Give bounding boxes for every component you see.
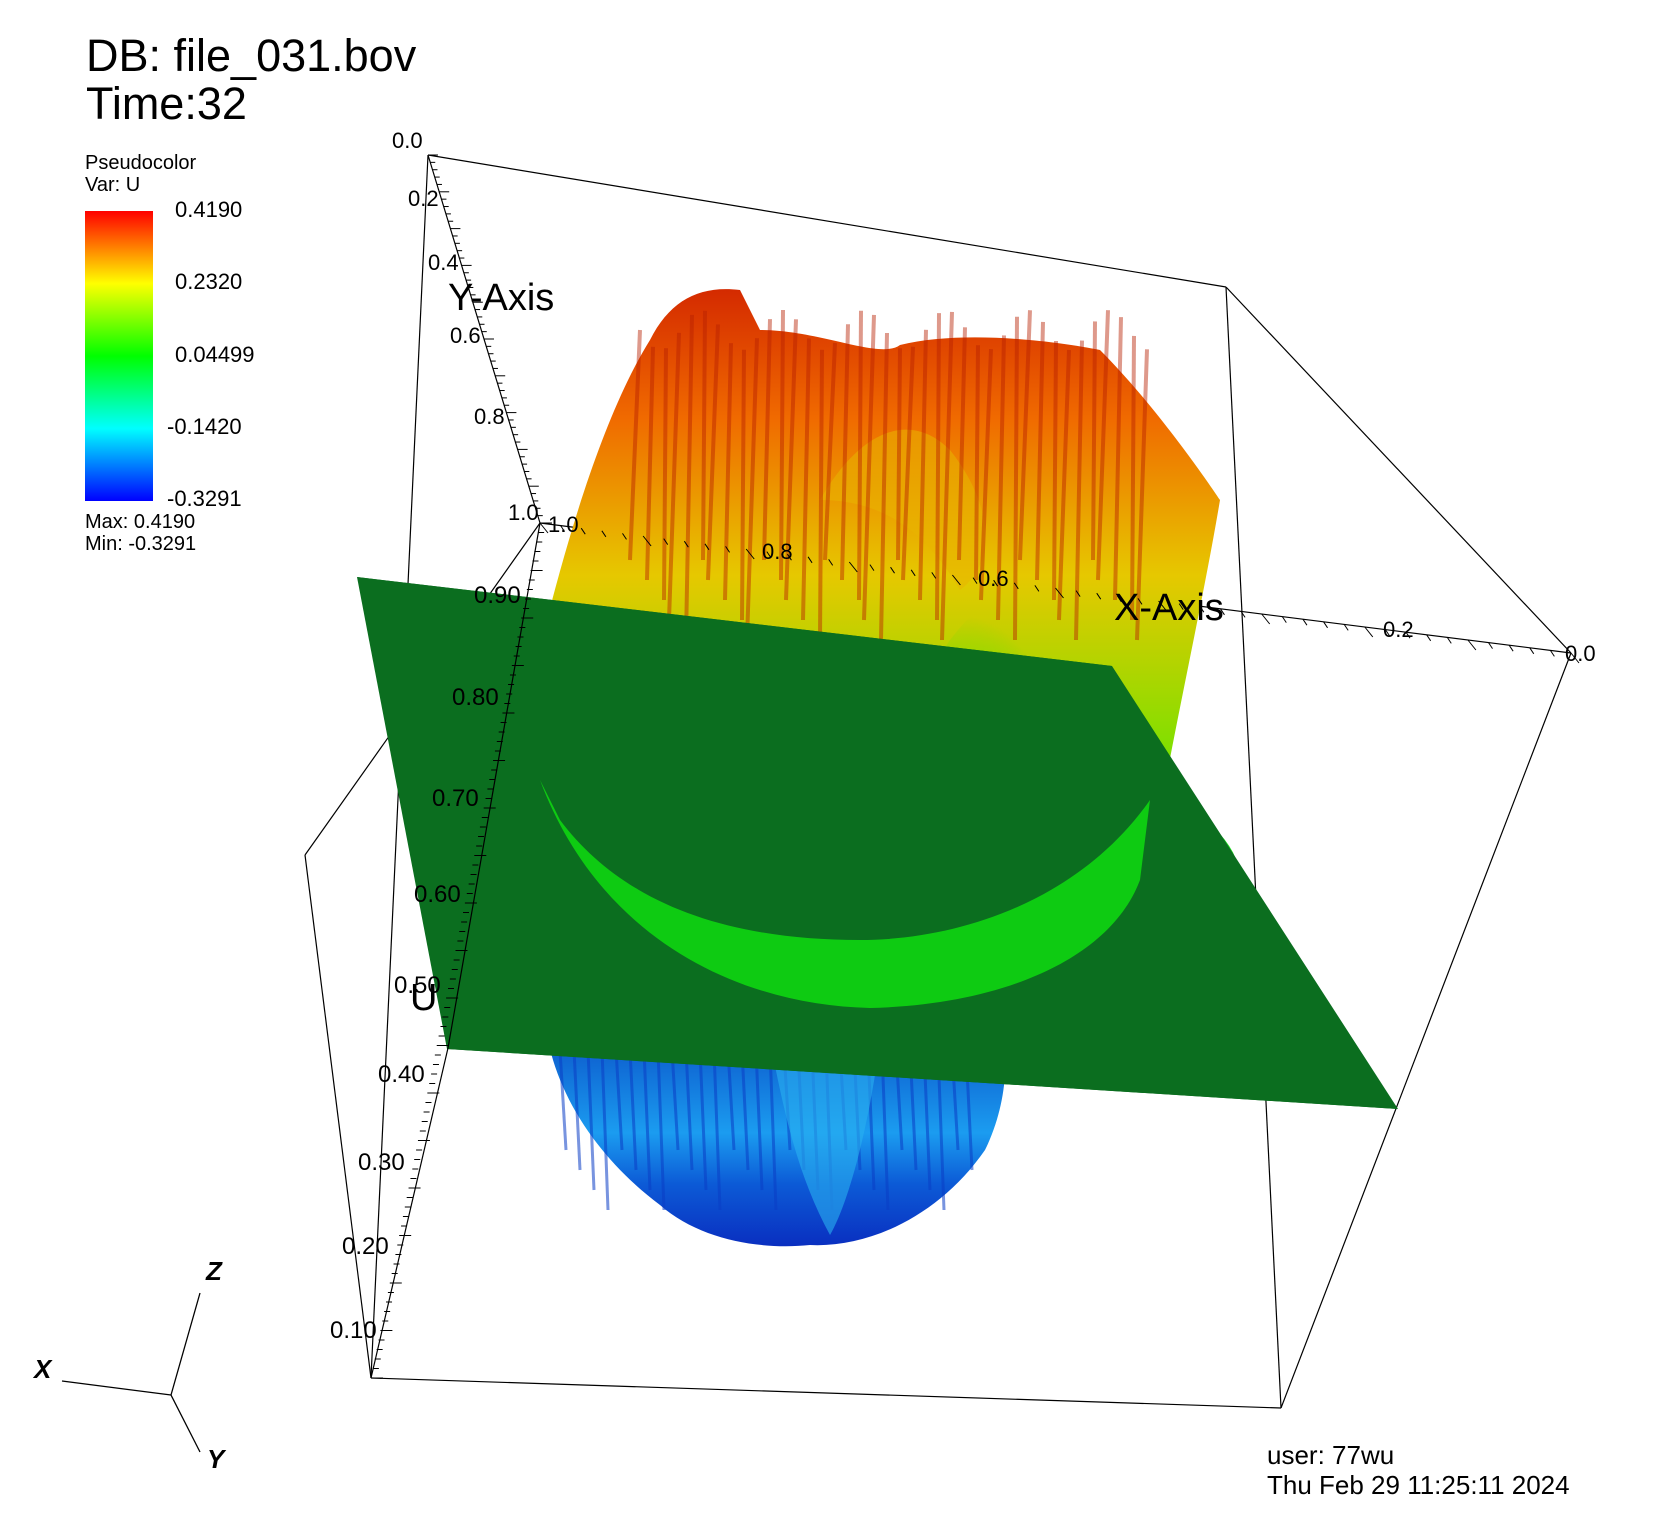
y-axis-tick-label: 0.2 xyxy=(408,186,439,211)
y-axis-title: Y-Axis xyxy=(448,277,554,319)
triad-x-label: X xyxy=(32,1354,53,1384)
z-axis-title: U xyxy=(410,977,437,1019)
legend-variable: Var: U xyxy=(85,174,141,196)
x-axis-tick-label: 0.8 xyxy=(762,539,793,564)
axis-tick-labels: 1.0 0.8 0.6 0.2 0.0 0.0 0.2 0.4 0.6 0.8 1.0 0.90 0.8… xyxy=(330,128,1596,1344)
z-axis-tick-label: 0.10 xyxy=(330,1317,377,1344)
legend-min: Min: -0.3291 xyxy=(85,533,197,555)
x-axis-ticks xyxy=(539,522,1580,664)
time-label: Time:32 xyxy=(86,78,247,129)
orientation-triad xyxy=(61,1292,201,1453)
database-title: DB: file_031.bov xyxy=(86,30,417,81)
y-axis-tick-label: 0.6 xyxy=(450,323,481,348)
x-axis-tick-label: 0.6 xyxy=(978,566,1009,591)
legend-tick-label: 0.4190 xyxy=(175,197,243,222)
triad-y-label: Y xyxy=(207,1444,227,1474)
surface-positive-front xyxy=(540,780,1150,1008)
legend-tick-label: 0.04499 xyxy=(175,342,255,367)
z-axis-ticks xyxy=(371,522,552,1379)
x-axis-title: X-Axis xyxy=(1114,587,1224,629)
timestamp: Thu Feb 29 11:25:11 2024 xyxy=(1267,1470,1570,1500)
user-label: user: 77wu xyxy=(1267,1440,1395,1470)
triad-z-label: Z xyxy=(205,1256,223,1286)
axis-lines xyxy=(370,522,541,1379)
z-axis-tick-label: 0.80 xyxy=(452,684,499,711)
z-axis-tick-label: 0.60 xyxy=(414,881,461,908)
x-axis-tick-label: 0.0 xyxy=(1565,641,1596,666)
bounding-box xyxy=(304,154,1572,1409)
z-axis-tick-label: 0.70 xyxy=(432,785,479,812)
z-axis-tick-label: 0.20 xyxy=(342,1233,389,1260)
legend-max: Max: 0.4190 xyxy=(85,511,196,533)
z-axis-tick-label: 0.30 xyxy=(358,1149,405,1176)
z-axis-tick-label: 0.50 xyxy=(394,972,441,999)
legend-tick-label: -0.3291 xyxy=(167,486,242,511)
x-axis-tick-label: 0.2 xyxy=(1383,617,1414,642)
baseline-plane-front xyxy=(357,577,1398,1109)
z-axis-tick-label: 0.40 xyxy=(378,1061,425,1088)
y-axis-tick-label: 0.0 xyxy=(392,128,423,153)
y-axis-tick-label: 0.4 xyxy=(428,250,459,275)
y-axis-ticks xyxy=(428,154,550,524)
legend-plot-type: Pseudocolor xyxy=(85,152,197,174)
legend-tick-label: 0.2320 xyxy=(175,269,243,294)
legend-tick-label: -0.1420 xyxy=(167,414,242,439)
legend-color-bar xyxy=(85,211,163,501)
y-axis-tick-label: 0.8 xyxy=(474,404,505,429)
z-axis-tick-label: 0.90 xyxy=(474,582,521,609)
legend-color-bar-graphic xyxy=(85,211,163,501)
y-axis-tick-label: 1.0 xyxy=(508,500,539,525)
x-axis-tick-label: 1.0 xyxy=(548,512,579,537)
